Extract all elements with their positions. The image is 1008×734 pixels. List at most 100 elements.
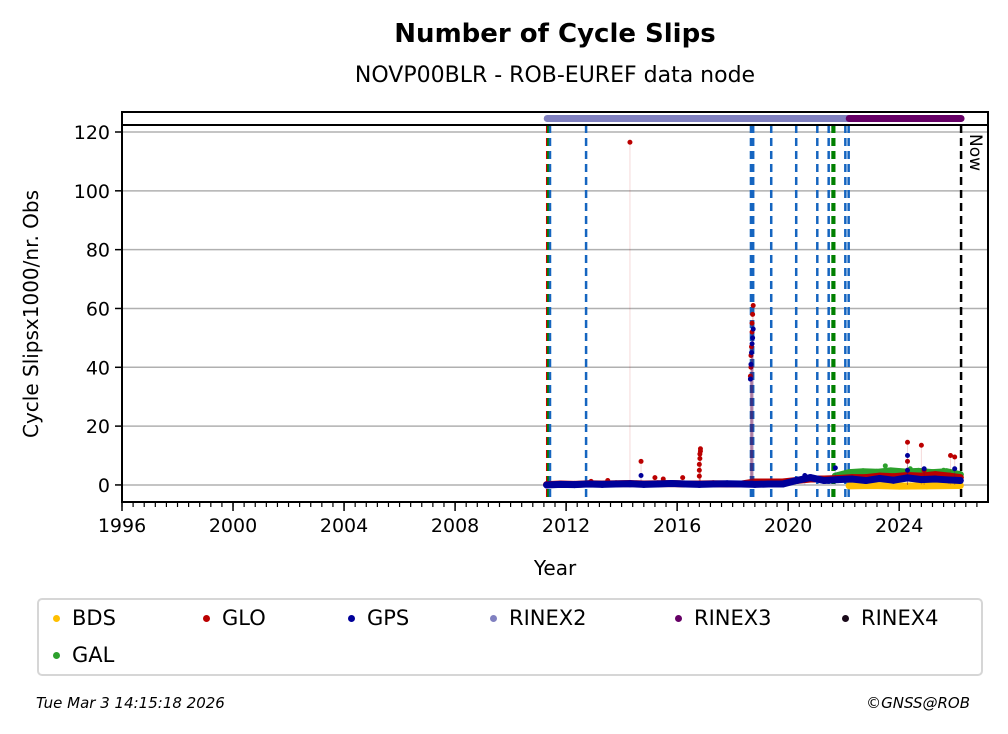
data-point-gps	[681, 480, 689, 488]
data-point-gps	[640, 480, 648, 488]
legend-label: BDS	[72, 606, 116, 630]
data-point-glo	[680, 475, 686, 481]
legend-item-gal: GAL	[53, 643, 114, 667]
legend-item-gps: GPS	[348, 606, 409, 630]
data-point-gps	[557, 480, 565, 488]
data-point-gps	[834, 476, 842, 484]
legend-marker-icon	[53, 651, 60, 659]
legend-marker-icon	[842, 614, 849, 622]
legend-item-bds: BDS	[53, 606, 116, 630]
data-point-gal	[859, 468, 867, 476]
y-tick-label: 80	[86, 240, 110, 262]
data-point-glo	[638, 458, 644, 464]
data-point-gps	[904, 474, 912, 482]
legend-marker-icon	[490, 614, 497, 622]
y-tick-label: 60	[86, 298, 110, 320]
data-point-glo	[652, 475, 658, 481]
data-point-glo	[905, 458, 911, 464]
x-tick-label: 1996	[98, 515, 146, 537]
data-point-gps	[749, 350, 755, 356]
data-point-glo	[905, 439, 911, 445]
y-tick-label: 100	[74, 181, 110, 203]
data-point-gps	[862, 477, 870, 485]
data-point-glo	[697, 446, 703, 452]
data-point-gps	[709, 480, 717, 488]
data-point-bds	[845, 482, 853, 490]
data-point-gps	[626, 480, 634, 488]
data-point-gps	[921, 466, 927, 472]
grid-lines	[122, 131, 988, 486]
x-tick-label: 2024	[875, 515, 923, 537]
data-point-gps	[876, 474, 884, 482]
data-point-gps	[543, 481, 551, 489]
data-point-gps	[765, 480, 773, 488]
now-label: Now	[965, 134, 985, 171]
data-point-gps	[749, 341, 755, 347]
data-point-gps	[952, 466, 958, 472]
data-point-gps	[779, 480, 787, 488]
chart-subtitle: NOVP00BLR - ROB-EUREF data node	[355, 63, 755, 88]
legend-item-glo: GLO	[203, 606, 266, 630]
footer-copyright: ©GNSS@ROB	[866, 694, 970, 712]
data-point-glo	[627, 139, 633, 145]
data-point-gps	[638, 473, 644, 479]
data-point-gps	[723, 480, 731, 488]
data-point-gps	[598, 480, 606, 488]
data-point-gps	[668, 479, 676, 487]
y-tick-label: 20	[86, 416, 110, 438]
x-axis-label: Year	[533, 556, 577, 580]
data-point-gps	[848, 475, 856, 483]
legend: BDS GLO GPS RINEX2 RINEX3 RINEX4 GAL	[37, 598, 983, 676]
data-point-bds	[895, 482, 903, 490]
data-point-gps	[905, 453, 911, 459]
y-tick-label: 120	[74, 122, 110, 144]
data-point-gps	[905, 467, 911, 473]
legend-label: RINEX4	[861, 606, 939, 630]
data-point-gps	[747, 376, 753, 382]
legend-item-rinex2: RINEX2	[490, 606, 587, 630]
axes: 0 20 40 60 80 100 120 1996 2000 2004 2008 2012 2016 2…	[74, 111, 989, 537]
legend-label: GPS	[367, 606, 410, 630]
data-point-gps	[806, 474, 814, 482]
legend-label: GLO	[222, 606, 266, 630]
data-point-gps	[584, 480, 592, 488]
legend-marker-icon	[675, 614, 682, 622]
legend-marker-icon	[348, 614, 355, 622]
data-point-glo	[749, 320, 755, 326]
data-point-gps	[792, 477, 800, 485]
data-point-glo	[952, 454, 958, 460]
data-point-gal	[887, 467, 895, 475]
data-point-glo	[750, 303, 756, 309]
data-point-bds	[923, 482, 931, 490]
data-point-gps	[802, 473, 808, 479]
data-point-gps	[890, 476, 898, 484]
data-point-glo	[696, 461, 702, 467]
data-point-gps	[695, 480, 703, 488]
data-point-glo	[696, 473, 702, 479]
data-point-bds	[867, 482, 875, 490]
data-point-gps	[750, 326, 756, 332]
data-point-glo	[918, 442, 924, 448]
data-point-gps	[654, 480, 662, 488]
data-point-gps	[917, 476, 925, 484]
data-point-gps	[832, 465, 838, 471]
x-tick-label: 2008	[431, 515, 479, 537]
legend-label: RINEX2	[509, 606, 587, 630]
data-point-gps	[737, 480, 745, 488]
data-point-gal	[941, 467, 947, 473]
data-point-glo	[697, 455, 703, 461]
legend-label: GAL	[72, 643, 115, 667]
axes-frame	[121, 111, 989, 503]
footer-timestamp: Tue Mar 3 14:15:18 2026	[36, 694, 225, 712]
data-point-gps	[748, 361, 754, 367]
x-tick-label: 2016	[653, 515, 701, 537]
data-point-gps	[570, 481, 578, 489]
y-tick-label: 40	[86, 357, 110, 379]
data-point-glo	[750, 311, 756, 317]
data-points	[543, 139, 964, 490]
y-axis-label: Cycle Slipsx1000/nr. Obs	[19, 190, 43, 438]
data-point-glo	[948, 453, 954, 459]
legend-marker-icon	[203, 614, 210, 622]
data-point-gps	[945, 476, 953, 484]
legend-marker-icon	[53, 614, 60, 622]
